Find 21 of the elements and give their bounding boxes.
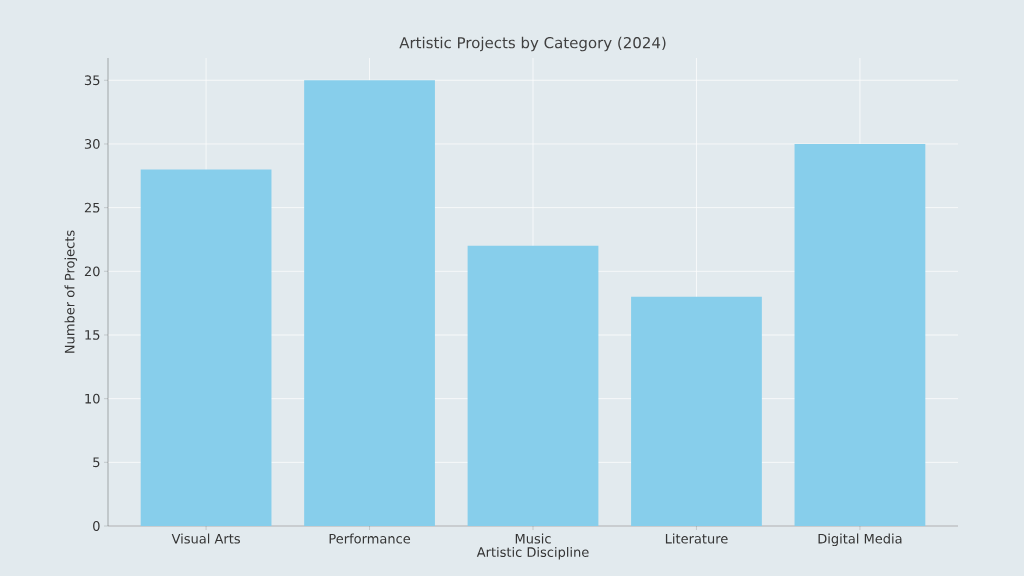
y-tick-label: 0 <box>93 521 100 531</box>
chart-title: Artistic Projects by Category (2024) <box>399 36 666 52</box>
bar <box>467 245 599 526</box>
x-tick-label: Visual Arts <box>171 533 240 544</box>
x-tick-label: Music <box>515 533 551 544</box>
bar <box>794 143 926 526</box>
x-axis-title: Artistic Discipline <box>476 546 589 560</box>
bar <box>304 80 435 526</box>
bar <box>140 169 272 526</box>
x-tick-label: Performance <box>329 533 411 544</box>
y-tick-label: 30 <box>84 139 100 149</box>
y-tick-label: 25 <box>84 202 100 213</box>
y-axis-title: Number of Projects <box>64 230 78 353</box>
bar <box>631 296 762 526</box>
x-tick-label: Literature <box>665 533 728 544</box>
y-tick-label: 15 <box>85 330 100 340</box>
y-tick-label: 5 <box>93 457 100 468</box>
y-tick-label: 35 <box>84 75 100 86</box>
x-tick-label: Digital Media <box>818 533 902 547</box>
y-tick-label: 10 <box>85 393 100 404</box>
y-tick-label: 20 <box>84 266 100 277</box>
